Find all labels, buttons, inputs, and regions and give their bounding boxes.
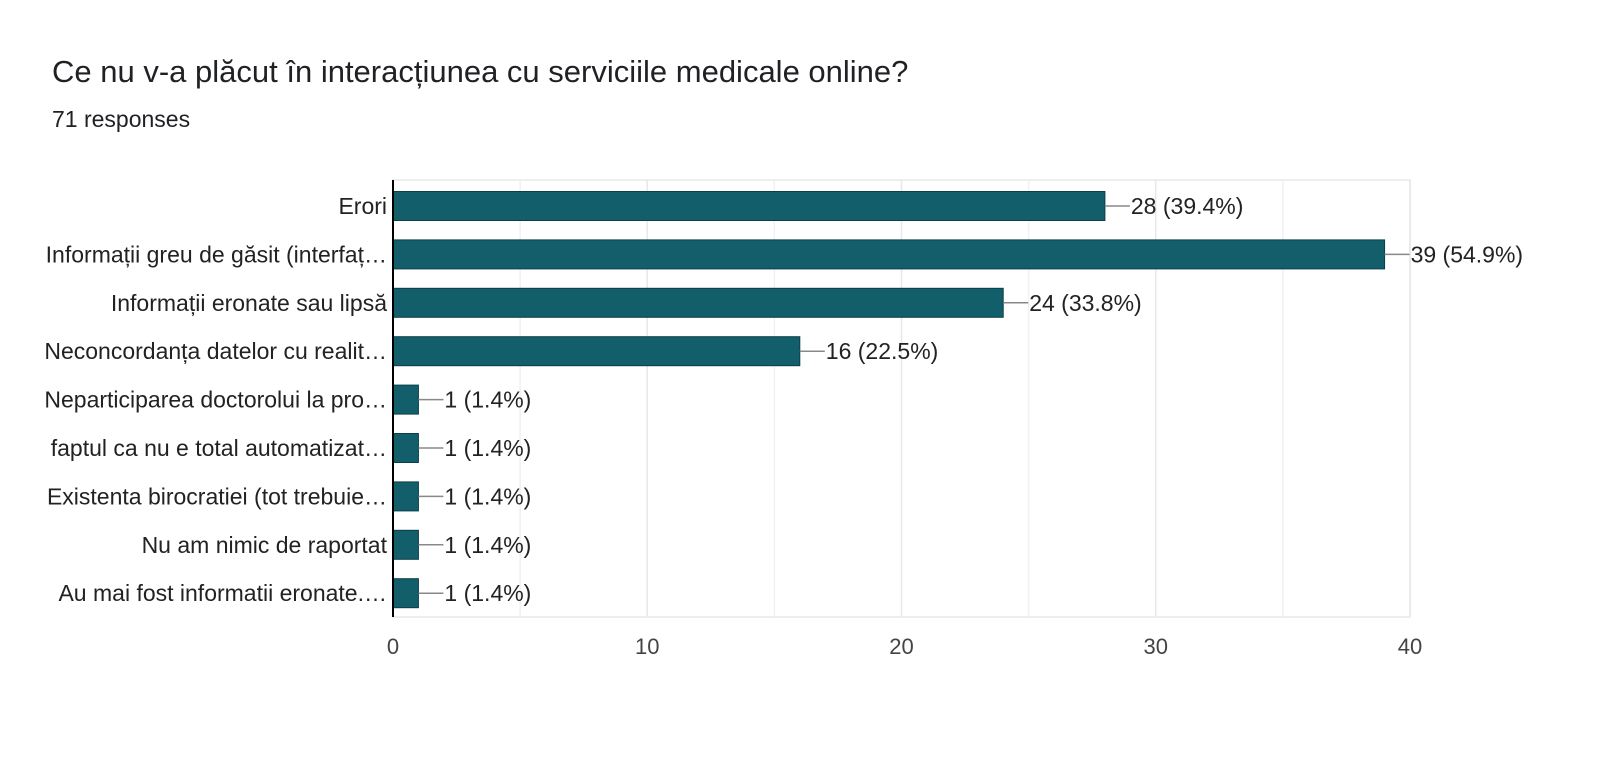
value-label: 24 (33.8%) [1029,290,1142,316]
bar [392,191,1106,221]
value-label: 1 (1.4%) [444,435,531,461]
category-label: Informații eronate sau lipsă [111,290,387,316]
value-label: 1 (1.4%) [444,387,531,413]
response-count: 71 responses [52,106,191,132]
bar [392,287,1004,318]
bar [392,529,419,560]
x-tick-label: 20 [889,634,913,659]
page-title: Ce nu v-a plăcut în interacțiunea cu ser… [52,54,909,89]
x-tick-label: 10 [635,634,659,659]
bar [392,433,419,463]
category-label: Existenta birocratiei (tot trebuie… [47,483,387,509]
value-label: 39 (54.9%) [1411,241,1524,267]
bar [392,578,419,609]
category-label: Nu am nimic de raportat [142,532,388,558]
category-label: Erori [338,193,387,219]
category-label: Au mai fost informatii eronate.… [58,580,387,606]
x-tick-label: 0 [387,634,399,659]
category-label: faptul ca nu e total automatizat… [51,435,387,461]
value-label: 16 (22.5%) [826,338,939,364]
value-label: 1 (1.4%) [444,483,531,509]
category-label: Neconcordanța datelor cu realit… [44,338,387,364]
value-label: 28 (39.4%) [1131,193,1244,219]
bar [392,239,1386,270]
x-tick-label: 30 [1144,634,1168,659]
bar [392,481,419,512]
value-label: 1 (1.4%) [444,532,531,558]
category-label: Informații greu de găsit (interfaț… [46,241,387,267]
category-label: Neparticiparea doctorolui la pro… [44,387,387,413]
value-label: 1 (1.4%) [444,580,531,606]
bar [392,384,419,415]
x-tick-label: 40 [1398,634,1422,659]
bar [392,336,801,367]
